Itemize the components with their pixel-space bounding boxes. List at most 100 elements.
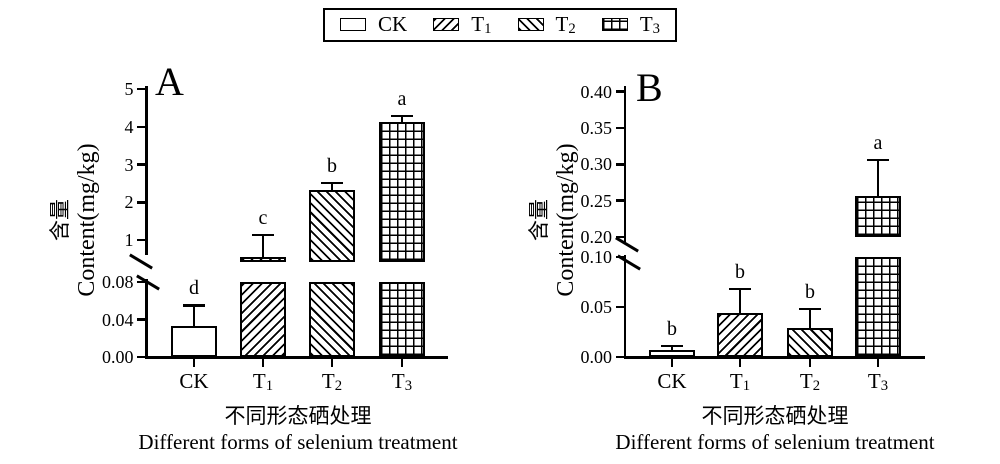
sig-letter-ck: b [667, 318, 677, 340]
legend-item-t1: T1 [433, 13, 491, 36]
y-tick-label: 0.04 [102, 309, 134, 330]
error-bar-t3 [401, 116, 403, 122]
panel-b-x-title-en: Different forms of selenium treatment [615, 430, 935, 454]
y-tick-label: 0.40 [580, 81, 613, 102]
y-tick-upper [137, 87, 147, 91]
y-axis-upper-segment [145, 86, 148, 255]
bar-t1-lower [240, 282, 286, 357]
error-bar-t2 [331, 182, 333, 191]
bar-t1-upper [240, 256, 286, 263]
panel-a-letter: A [155, 59, 184, 104]
x-category-label-t1: T1 [252, 369, 274, 394]
error-bar-ck [193, 305, 195, 327]
y-tick-label: 5 [124, 79, 134, 99]
legend-label-t2: T2 [555, 11, 576, 37]
bar-t3-upper [379, 121, 425, 263]
y-axis-lower-segment [145, 279, 148, 359]
error-bar-cap-ck [183, 304, 205, 307]
legend-swatch-t3 [601, 18, 628, 32]
legend-item-t3: T3 [601, 11, 660, 37]
bar-t3-upper [855, 196, 901, 238]
sig-letter-ck: d [189, 277, 199, 300]
panel-b-letter: B [636, 65, 663, 110]
sig-letter-t1: c [258, 207, 268, 230]
x-axis [623, 356, 925, 359]
error-bar-cap-t2 [799, 307, 821, 311]
y-tick-lower [615, 305, 625, 309]
error-bar-cap-ck [661, 344, 683, 348]
x-category-label-t3: T3 [867, 369, 889, 394]
y-tick-lower [137, 355, 147, 359]
legend-label-t3: T3 [639, 11, 660, 37]
error-bar-t2 [809, 309, 811, 328]
legend-item-t2: T2 [517, 11, 576, 37]
panel-b-x-title-cn: 不同形态硒处理 [701, 404, 849, 428]
legend-label-ck: CK [378, 11, 408, 36]
bar-ck [171, 326, 217, 357]
y-tick-lower [615, 255, 625, 259]
y-tick-upper [137, 201, 147, 204]
y-tick-label: 1 [124, 230, 134, 250]
y-tick-label: 0.10 [580, 247, 613, 267]
bar-t2-upper [309, 190, 355, 263]
y-tick-upper [615, 199, 625, 202]
error-bar-cap-t1 [252, 233, 274, 237]
bar-t3-lower [379, 282, 425, 357]
legend-item-ck: CK [340, 11, 408, 36]
x-category-label-t1: T1 [729, 369, 751, 394]
x-tick-t3 [876, 359, 880, 367]
error-bar-cap-t1 [729, 287, 751, 291]
sig-letter-t3: a [397, 88, 407, 111]
legend-swatch-t2 [517, 18, 544, 32]
x-tick-t2 [330, 359, 334, 367]
bar-ck [649, 350, 695, 357]
error-bar-cap-t3 [867, 158, 889, 162]
y-tick-upper [615, 126, 625, 130]
panel-b-y-title-cn: 含量 [527, 199, 551, 242]
y-tick-upper [615, 163, 625, 166]
y-axis-lower-segment [623, 255, 627, 359]
sig-letter-t1: b [735, 261, 745, 283]
bar-t2 [787, 328, 833, 357]
y-tick-upper [137, 163, 147, 166]
x-category-label-t2: T2 [799, 369, 821, 394]
x-tick-t3 [400, 359, 404, 367]
panel-a-x-title-en: Different forms of selenium treatment [138, 430, 458, 454]
y-tick-lower [615, 355, 625, 359]
x-tick-t1 [738, 359, 742, 367]
panel-a-x-title-cn: 不同形态硒处理 [224, 404, 372, 428]
x-tick-ck [670, 359, 674, 367]
y-tick-upper [137, 125, 147, 128]
error-bar-t1 [739, 289, 741, 313]
panel-b-x-axis-title: 不同形态硒处理 Different forms of selenium trea… [615, 404, 934, 455]
error-bar-ck [671, 346, 673, 350]
y-tick-label: 0.05 [580, 297, 613, 317]
x-axis [145, 356, 448, 359]
y-tick-label: 2 [124, 192, 134, 213]
sig-letter-t2: b [327, 154, 337, 177]
x-category-label-ck: CK [179, 369, 209, 393]
y-tick-label: 4 [124, 116, 134, 137]
bar-t2-lower [309, 282, 355, 357]
y-tick-upper [615, 90, 625, 93]
x-category-label-t2: T2 [321, 369, 343, 394]
y-tick-label: 0.25 [580, 190, 613, 211]
x-tick-t1 [261, 359, 265, 367]
y-tick-label: 0.20 [580, 227, 613, 247]
y-tick-label: 0.00 [102, 347, 134, 367]
error-bar-t3 [877, 159, 879, 197]
error-bar-t1 [262, 235, 264, 257]
panel-a-x-axis-title: 不同形态硒处理 Different forms of selenium trea… [138, 404, 457, 455]
x-category-label-ck: CK [657, 369, 687, 393]
y-tick-label: 0.35 [580, 117, 613, 138]
x-tick-t2 [808, 359, 812, 367]
sig-letter-t2: b [805, 281, 815, 303]
legend-swatch-t1 [433, 18, 460, 32]
y-tick-upper [137, 238, 147, 242]
bar-t1 [717, 313, 763, 357]
y-tick-label: 3 [124, 154, 134, 175]
sig-letter-t3: a [873, 131, 883, 154]
